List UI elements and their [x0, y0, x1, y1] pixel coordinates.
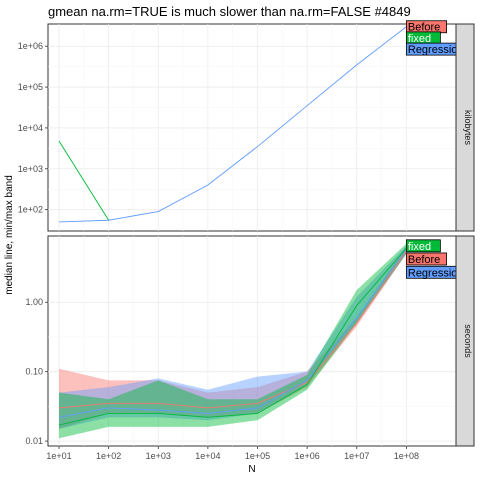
series-label-regression: Regression: [405, 265, 472, 279]
panel-background: [47, 23, 457, 232]
label-text: fixed: [408, 241, 431, 253]
median-line-fixed: [58, 247, 407, 426]
label-text: Before: [408, 22, 440, 34]
y-tick-label: 1e+05: [18, 82, 43, 92]
y-tick-labels: 1e+02 1e+03 1e+04 1e+05 1e+06: [18, 41, 48, 215]
label-text: Regression: [408, 44, 464, 56]
median-lines: [58, 247, 407, 426]
label-box: [405, 252, 447, 266]
series-label-regression: Regression: [405, 42, 472, 56]
series-label-before: Before: [405, 252, 447, 266]
y-tick-label: 1e+03: [18, 164, 43, 174]
y-axis-title: median line, min/max band: [4, 175, 15, 295]
series-label-fixed: fixed: [405, 239, 441, 253]
label-text: fixed: [408, 33, 431, 45]
band-fixed: [59, 243, 407, 439]
x-tick-label: 1e+07: [344, 451, 369, 461]
y-tick-labels: 0.01 0.10 1.00: [25, 297, 48, 446]
panel-background: [47, 235, 457, 447]
x-tick-label: 1e+08: [394, 451, 419, 461]
y-tick-label: 0.01: [25, 436, 43, 446]
y-tick-label: 1e+06: [18, 41, 43, 51]
gridlines: [48, 24, 456, 231]
x-tick-labels: 1e+01 1e+02 1e+03 1e+04 1e+05 1e+06 1e+07 1e+08: [46, 446, 419, 461]
y-tick-label: 1e+02: [18, 205, 43, 215]
median-line-regression: [58, 248, 407, 418]
band-regression: [59, 245, 407, 429]
x-tick-label: 1e+01: [46, 451, 71, 461]
label-text: Before: [408, 254, 440, 266]
median-line-regression: [58, 26, 407, 223]
x-tick-label: 1e+06: [294, 451, 319, 461]
band-before: [59, 245, 407, 429]
x-tick-label: 1e+05: [245, 451, 270, 461]
chart-title: gmean na.rm=TRUE is much slower than na.…: [48, 4, 411, 19]
strip-label-kilobytes: kilobytes: [463, 110, 473, 146]
bands: [59, 243, 407, 439]
strip-label-seconds: seconds: [463, 324, 473, 358]
y-tick-label: 1e+04: [18, 123, 43, 133]
x-axis-title: N: [248, 464, 255, 475]
x-tick-label: 1e+02: [96, 451, 121, 461]
label-box: [405, 239, 441, 253]
y-tick-label: 0.10: [25, 367, 43, 377]
median-lines: [58, 26, 407, 223]
label-text: Regression: [408, 267, 464, 279]
x-tick-label: 1e+04: [195, 451, 220, 461]
strip-background: [455, 235, 475, 447]
strip-background: [455, 23, 475, 232]
x-tick-label: 1e+03: [146, 451, 171, 461]
y-tick-label: 1.00: [25, 297, 43, 307]
median-line-fixed: [58, 140, 110, 221]
median-line-before: [58, 250, 407, 409]
